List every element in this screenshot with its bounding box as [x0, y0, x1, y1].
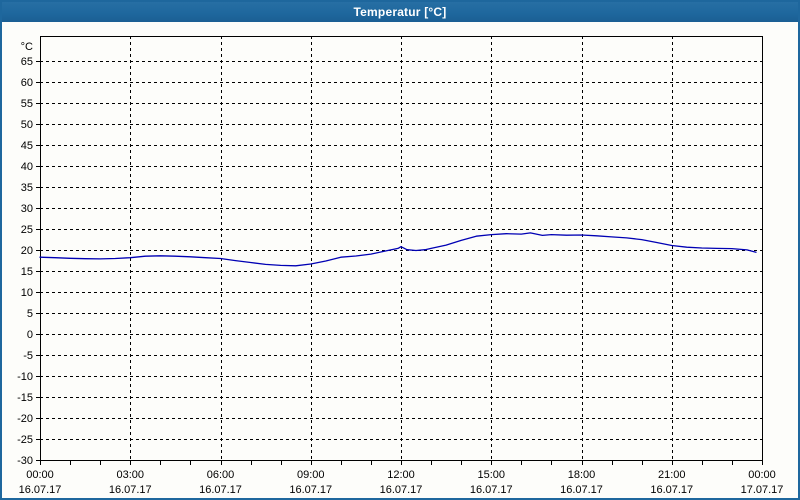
window-title: Temperatur [°C] [353, 5, 447, 19]
x-tick-date-label: 16.07.17 [560, 484, 603, 496]
x-tick-time-label: 03:00 [116, 469, 144, 481]
y-tick-label: 55 [21, 98, 33, 110]
y-tick-label: 25 [21, 224, 33, 236]
x-tick-time-label: 06:00 [207, 469, 235, 481]
y-tick-label: -5 [23, 350, 33, 362]
y-tick-label: 35 [21, 182, 33, 194]
x-tick-time-label: 00:00 [26, 469, 54, 481]
x-tick-time-label: 18:00 [568, 469, 596, 481]
x-tick-time-label: 09:00 [297, 469, 325, 481]
x-tick-time-label: 15:00 [477, 469, 505, 481]
temperature-series-line [39, 232, 757, 267]
y-tick-label: 60 [21, 77, 33, 89]
x-tick-date-label: 16.07.17 [109, 484, 152, 496]
x-tick-date-label: 16.07.17 [289, 484, 332, 496]
y-tick-label: 40 [21, 161, 33, 173]
y-tick-label: -25 [17, 434, 33, 446]
y-tick-label: 65 [21, 56, 33, 68]
y-tick-label: 50 [21, 119, 33, 131]
y-tick-label: -20 [17, 413, 33, 425]
chart-panel: -30 -25 -20 -15 -10 -5 0 5 10 15 20 25 30 35 40 45 50 55 6… [2, 22, 798, 498]
y-tick-label: 5 [27, 308, 33, 320]
y-tick-label: 15 [21, 266, 33, 278]
y-tick-label: 10 [21, 287, 33, 299]
y-tick-label: 30 [21, 203, 33, 215]
x-tick-date-label: 17.07.17 [741, 484, 784, 496]
x-tick-date-label: 16.07.17 [380, 484, 423, 496]
x-tick-date-label: 16.07.17 [470, 484, 513, 496]
x-tick-date-label: 16.07.17 [650, 484, 693, 496]
y-axis-unit-label: °C [21, 41, 33, 53]
window-titlebar: Temperatur [°C] [2, 2, 798, 22]
temperature-line-chart: -30 -25 -20 -15 -10 -5 0 5 10 15 20 25 30 35 40 45 50 55 6… [17, 36, 784, 496]
y-tick-label: -30 [17, 455, 33, 467]
y-tick-label: -15 [17, 392, 33, 404]
x-tick-time-label: 21:00 [658, 469, 686, 481]
x-tick-date-label: 16.07.17 [19, 484, 62, 496]
y-tick-label: 20 [21, 245, 33, 257]
y-tick-label: -10 [17, 371, 33, 383]
x-tick-date-label: 16.07.17 [199, 484, 242, 496]
y-tick-label: 0 [27, 329, 33, 341]
x-tick-time-label: 00:00 [748, 469, 776, 481]
y-tick-label: 45 [21, 140, 33, 152]
x-tick-time-label: 12:00 [387, 469, 415, 481]
